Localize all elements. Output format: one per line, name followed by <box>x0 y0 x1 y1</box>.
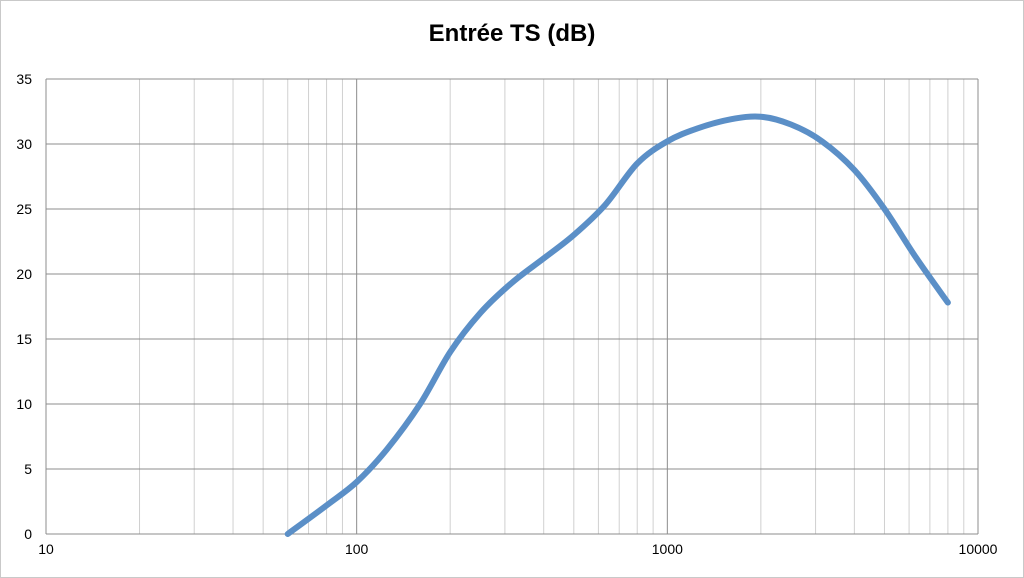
y-tick-label: 0 <box>24 526 32 542</box>
y-tick-label: 5 <box>24 461 32 477</box>
x-tick-label: 100 <box>345 541 369 557</box>
y-tick-label: 15 <box>16 331 32 347</box>
x-tick-label: 10 <box>38 541 54 557</box>
y-tick-label: 35 <box>16 71 32 87</box>
x-tick-label: 1000 <box>652 541 683 557</box>
y-tick-label: 20 <box>16 266 32 282</box>
y-tick-label: 30 <box>16 136 32 152</box>
series-line <box>284 113 951 537</box>
chart-title: Entrée TS (dB) <box>428 20 596 47</box>
x-tick-label: 10000 <box>959 541 998 557</box>
y-tick-label: 25 <box>16 201 32 217</box>
y-tick-label: 10 <box>16 396 32 412</box>
